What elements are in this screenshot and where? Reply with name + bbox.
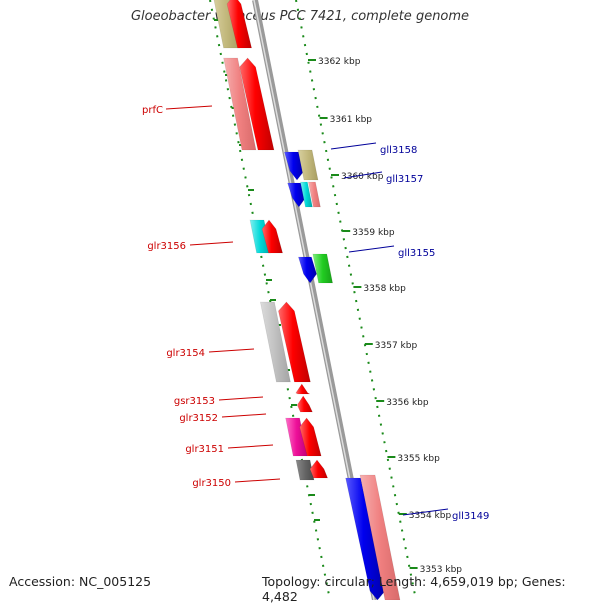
cds-feature-prfC: [239, 57, 275, 151]
cog-feature-cyan-2: [300, 181, 313, 208]
gene-label-glr3152[interactable]: glr3152: [179, 413, 218, 424]
kbp-tick-label: 3353 kbp: [420, 565, 463, 575]
cog-feature-olive-2: [297, 149, 319, 181]
gene-label-gll3155[interactable]: gll3155: [398, 248, 435, 259]
leader-glr3151: [227, 444, 274, 449]
cog-feature-dark: [295, 459, 315, 481]
cog-feature-pink-2: [308, 181, 321, 208]
cog-feature-green: [312, 253, 333, 284]
cog-feature-gray: [260, 301, 291, 383]
accession-label: Accession: NC_005125: [9, 574, 152, 589]
kbp-tick-label: 3361 kbp: [330, 115, 373, 125]
leader-prfC: [165, 105, 213, 110]
gene-features: [213, 0, 401, 600]
leader-glr3152: [221, 413, 267, 418]
kbp-tick-label: 3357 kbp: [375, 341, 418, 351]
cds-feature-gll3157: [287, 182, 306, 208]
leader-gsr3153: [218, 396, 264, 401]
cds-feature-glr3156: [261, 219, 283, 254]
cds-feature-red: [226, 0, 252, 49]
leader-glr3150: [234, 478, 281, 483]
leader-gll3158: [330, 142, 377, 150]
kbp-tick-label: 3360 kbp: [341, 172, 384, 182]
cds-feature-gll3158: [283, 151, 305, 181]
kbp-tick-label: 3358 kbp: [363, 284, 406, 294]
kbp-scale-ticks: 3362 kbp 3361 kbp 3360 kbp 3359 kbp 3358 kbp…: [308, 57, 462, 575]
gene-label-glr3156[interactable]: glr3156: [147, 241, 186, 252]
cds-feature-glr3151: [299, 417, 322, 457]
gene-label-leaders: [165, 105, 449, 516]
gene-label-glr3154[interactable]: glr3154: [166, 348, 205, 359]
cds-feature-gll3155: [297, 256, 317, 284]
cds-feature-gll3149: [345, 477, 386, 600]
gene-label-gsr3153[interactable]: gsr3153: [174, 396, 215, 407]
leader-glr3154: [208, 348, 255, 353]
cog-feature-pink-prfC: [223, 57, 257, 151]
gene-label-glr3151[interactable]: glr3151: [185, 444, 224, 455]
gene-label-glr3150[interactable]: glr3150: [192, 478, 231, 489]
cds-feature-glr3154: [278, 301, 311, 383]
leader-gll3155: [348, 245, 395, 253]
kbp-tick-label: 3362 kbp: [318, 57, 361, 67]
leader-glr3156: [189, 241, 234, 246]
cog-feature-pink-3: [359, 474, 401, 600]
gene-label-prfC[interactable]: prfC: [142, 105, 163, 116]
kbp-tick-label: 3356 kbp: [386, 398, 429, 408]
leader-gll3149: [402, 508, 449, 516]
leader-gll3157: [343, 171, 383, 179]
gene-label-gll3157[interactable]: gll3157: [386, 174, 423, 185]
gene-labels: prfC gll3158 gll3157 glr3156 gll3155 glr3154 g…: [142, 105, 489, 522]
cds-feature-glr3152: [296, 395, 313, 413]
cds-feature-gsr3153: [295, 383, 310, 395]
kbp-tick-label: 3355 kbp: [397, 454, 440, 464]
kbp-tick-label: 3354 kbp: [409, 511, 452, 521]
cds-feature-glr3150: [309, 459, 329, 479]
gene-label-gll3149[interactable]: gll3149: [452, 511, 489, 522]
kbp-tick-label: 3359 kbp: [352, 228, 395, 238]
gene-label-gll3158[interactable]: gll3158: [380, 145, 417, 156]
